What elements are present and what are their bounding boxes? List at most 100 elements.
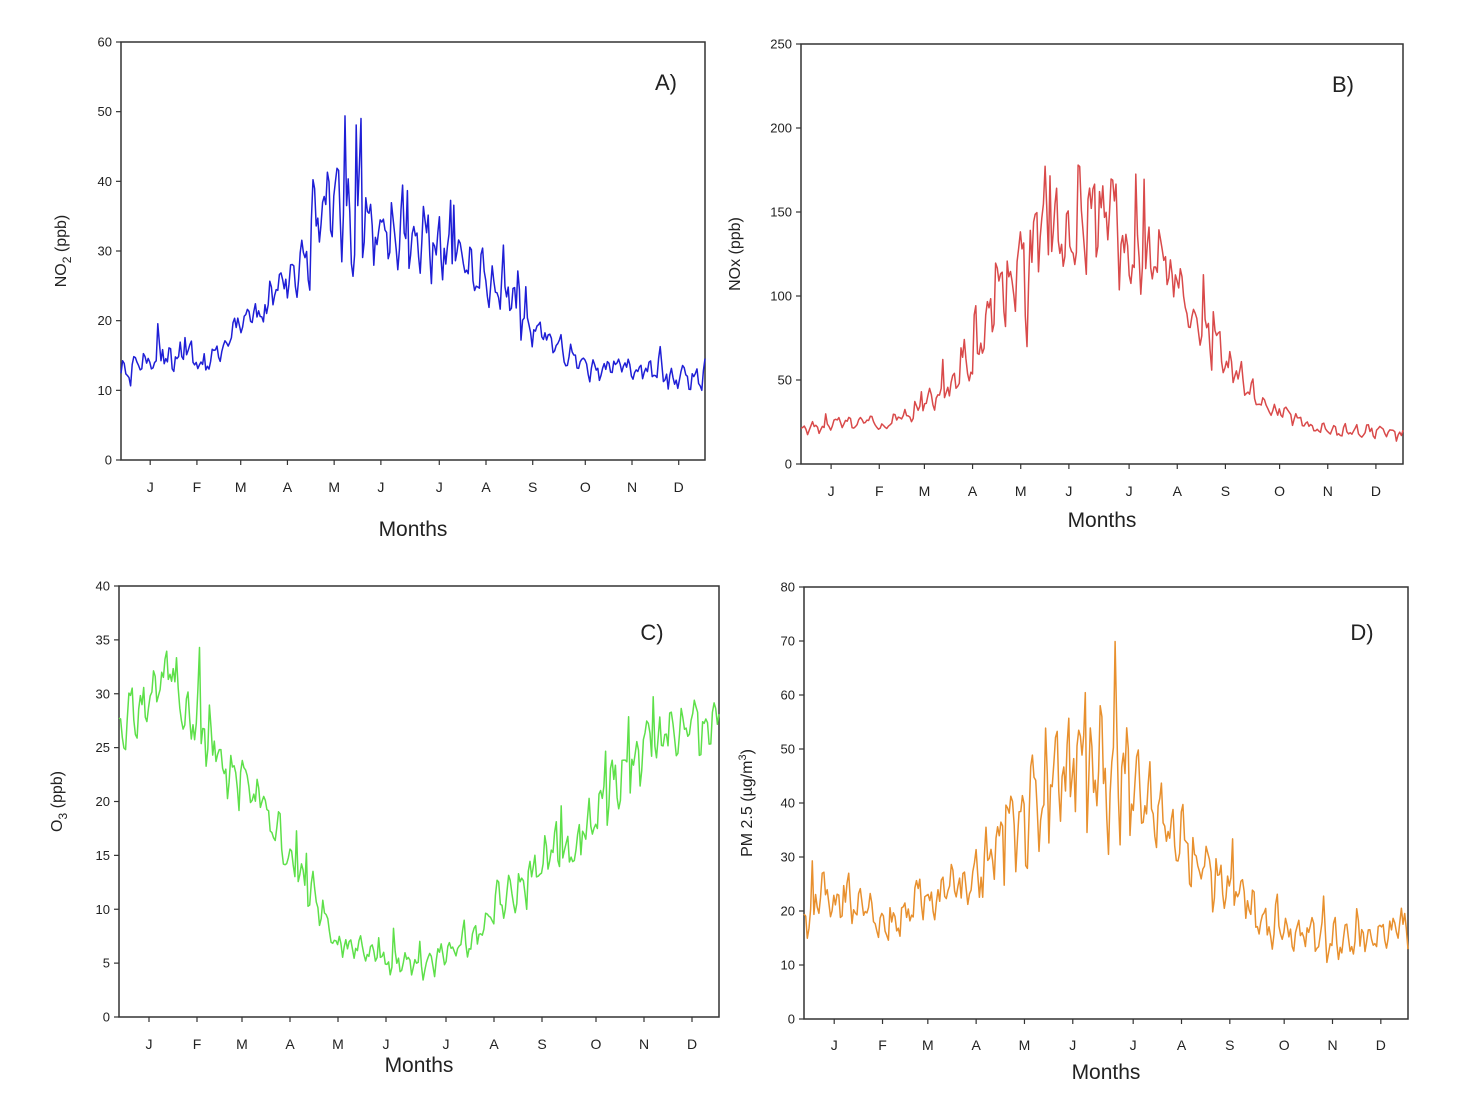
y-tick-label: 250	[770, 37, 792, 52]
x-tick-label: J	[1065, 483, 1072, 499]
y-tick-label: 0	[105, 453, 112, 468]
y-tick-label: 15	[96, 848, 110, 863]
y-tick-label: 35	[96, 632, 110, 647]
x-tick-label: A	[481, 479, 491, 495]
x-tick-label: F	[193, 1036, 202, 1052]
y-axis-title-superscript: 3	[737, 754, 749, 760]
y-tick-label: 50	[98, 104, 112, 119]
y-tick-label: 0	[785, 457, 792, 472]
x-tick-label: J	[377, 479, 384, 495]
y-axis-title: NOx (ppb)	[727, 217, 744, 291]
y-tick-label: 40	[98, 174, 112, 189]
x-tick-label: J	[1130, 1037, 1137, 1053]
x-tick-label: N	[639, 1036, 649, 1052]
chart-panel-1: 0 10 20 30 40 50 60 J F M A M J J A S O N D Months NO2 (ppb)…	[53, 35, 706, 541]
x-tick-label: N	[1323, 483, 1333, 499]
x-tick-label: F	[193, 479, 202, 495]
y-tick-label: 60	[98, 35, 112, 50]
x-tick-label: D	[687, 1036, 697, 1052]
y-axis-title: PM 2.5 (µg/m3)	[737, 749, 756, 857]
x-tick-label: M	[919, 483, 931, 499]
y-axis-title-tail: (ppb)	[53, 215, 70, 257]
y-tick-label: 40	[781, 796, 795, 811]
x-tick-label: M	[1019, 1037, 1031, 1053]
y-axis-title-tail: (ppb)	[49, 771, 66, 813]
x-tick-label: J	[831, 1037, 838, 1053]
x-tick-label: A	[971, 1037, 981, 1053]
x-tick-label: J	[828, 483, 835, 499]
x-tick-label: J	[147, 479, 154, 495]
y-tick-label: 200	[770, 121, 792, 136]
y-tick-label: 20	[781, 904, 795, 919]
x-tick-label: J	[1126, 483, 1133, 499]
x-tick-label: D	[674, 479, 684, 495]
x-tick-label: A	[1177, 1037, 1187, 1053]
y-tick-label: 5	[103, 956, 110, 971]
x-tick-label: J	[146, 1036, 153, 1052]
y-tick-label: 80	[781, 580, 795, 595]
x-tick-label: S	[537, 1036, 546, 1052]
data-series-line	[800, 164, 1404, 442]
data-series-line	[118, 646, 720, 981]
y-tick-label: 20	[96, 794, 110, 809]
panel-label: A)	[655, 70, 677, 95]
x-tick-label: J	[1069, 1037, 1076, 1053]
x-axis-title: Months	[379, 518, 448, 541]
y-axis-title-tail: )	[739, 749, 756, 754]
x-tick-label: J	[443, 1036, 450, 1052]
x-tick-label: S	[528, 479, 537, 495]
y-tick-label: 0	[103, 1010, 110, 1025]
y-tick-label: 10	[98, 383, 112, 398]
y-axis-title: O3 (ppb)	[49, 771, 70, 832]
y-tick-label: 150	[770, 205, 792, 220]
y-tick-label: 70	[781, 634, 795, 649]
x-tick-label: F	[878, 1037, 887, 1053]
x-tick-label: A	[283, 479, 293, 495]
x-tick-label: O	[591, 1036, 602, 1052]
y-axis-title-main: NO	[53, 263, 70, 287]
x-tick-label: M	[1015, 483, 1027, 499]
x-tick-label: D	[1376, 1037, 1386, 1053]
plot-frame	[120, 41, 706, 461]
x-tick-label: S	[1221, 483, 1230, 499]
y-axis-title-subscript: 2	[60, 256, 74, 263]
y-tick-label: 30	[98, 244, 112, 259]
x-tick-label: A	[285, 1036, 295, 1052]
chart-panel-4: 0 10 20 30 40 50 60 70 80 J F M A M J J A S O N D Months PM 2.…	[737, 580, 1409, 1084]
y-axis-title-main: PM 2.5 (µg/m	[739, 761, 756, 857]
y-tick-label: 50	[778, 373, 792, 388]
panel-label: D)	[1350, 620, 1373, 645]
x-tick-label: N	[1327, 1037, 1337, 1053]
y-tick-label: 20	[98, 313, 112, 328]
y-tick-label: 50	[781, 742, 795, 757]
x-tick-label: J	[383, 1036, 390, 1052]
y-tick-label: 30	[96, 686, 110, 701]
x-tick-label: M	[922, 1037, 934, 1053]
data-series-line	[803, 640, 1409, 964]
data-series-line	[120, 115, 706, 392]
y-axis-title-subscript: 3	[56, 813, 70, 820]
x-tick-label: M	[328, 479, 340, 495]
x-tick-label: M	[235, 479, 247, 495]
y-tick-label: 0	[788, 1012, 795, 1027]
x-tick-label: J	[436, 479, 443, 495]
x-axis-title: Months	[1068, 509, 1137, 532]
panel-label: C)	[640, 620, 663, 645]
chart-panel-2: 0 50 100 150 200 250 J F M A M J J A S O N D Months NOx (pp…	[727, 37, 1404, 532]
x-tick-label: M	[236, 1036, 248, 1052]
y-tick-label: 30	[781, 850, 795, 865]
x-tick-label: S	[1225, 1037, 1234, 1053]
x-axis-title: Months	[385, 1054, 454, 1077]
y-tick-label: 40	[96, 579, 110, 594]
x-tick-label: F	[875, 483, 884, 499]
x-tick-label: N	[627, 479, 637, 495]
y-tick-label: 25	[96, 740, 110, 755]
x-tick-label: D	[1371, 483, 1381, 499]
panel-label: B)	[1332, 72, 1354, 97]
x-axis-title: Months	[1072, 1061, 1141, 1084]
y-tick-label: 60	[781, 688, 795, 703]
x-tick-label: A	[489, 1036, 499, 1052]
x-tick-label: A	[968, 483, 978, 499]
